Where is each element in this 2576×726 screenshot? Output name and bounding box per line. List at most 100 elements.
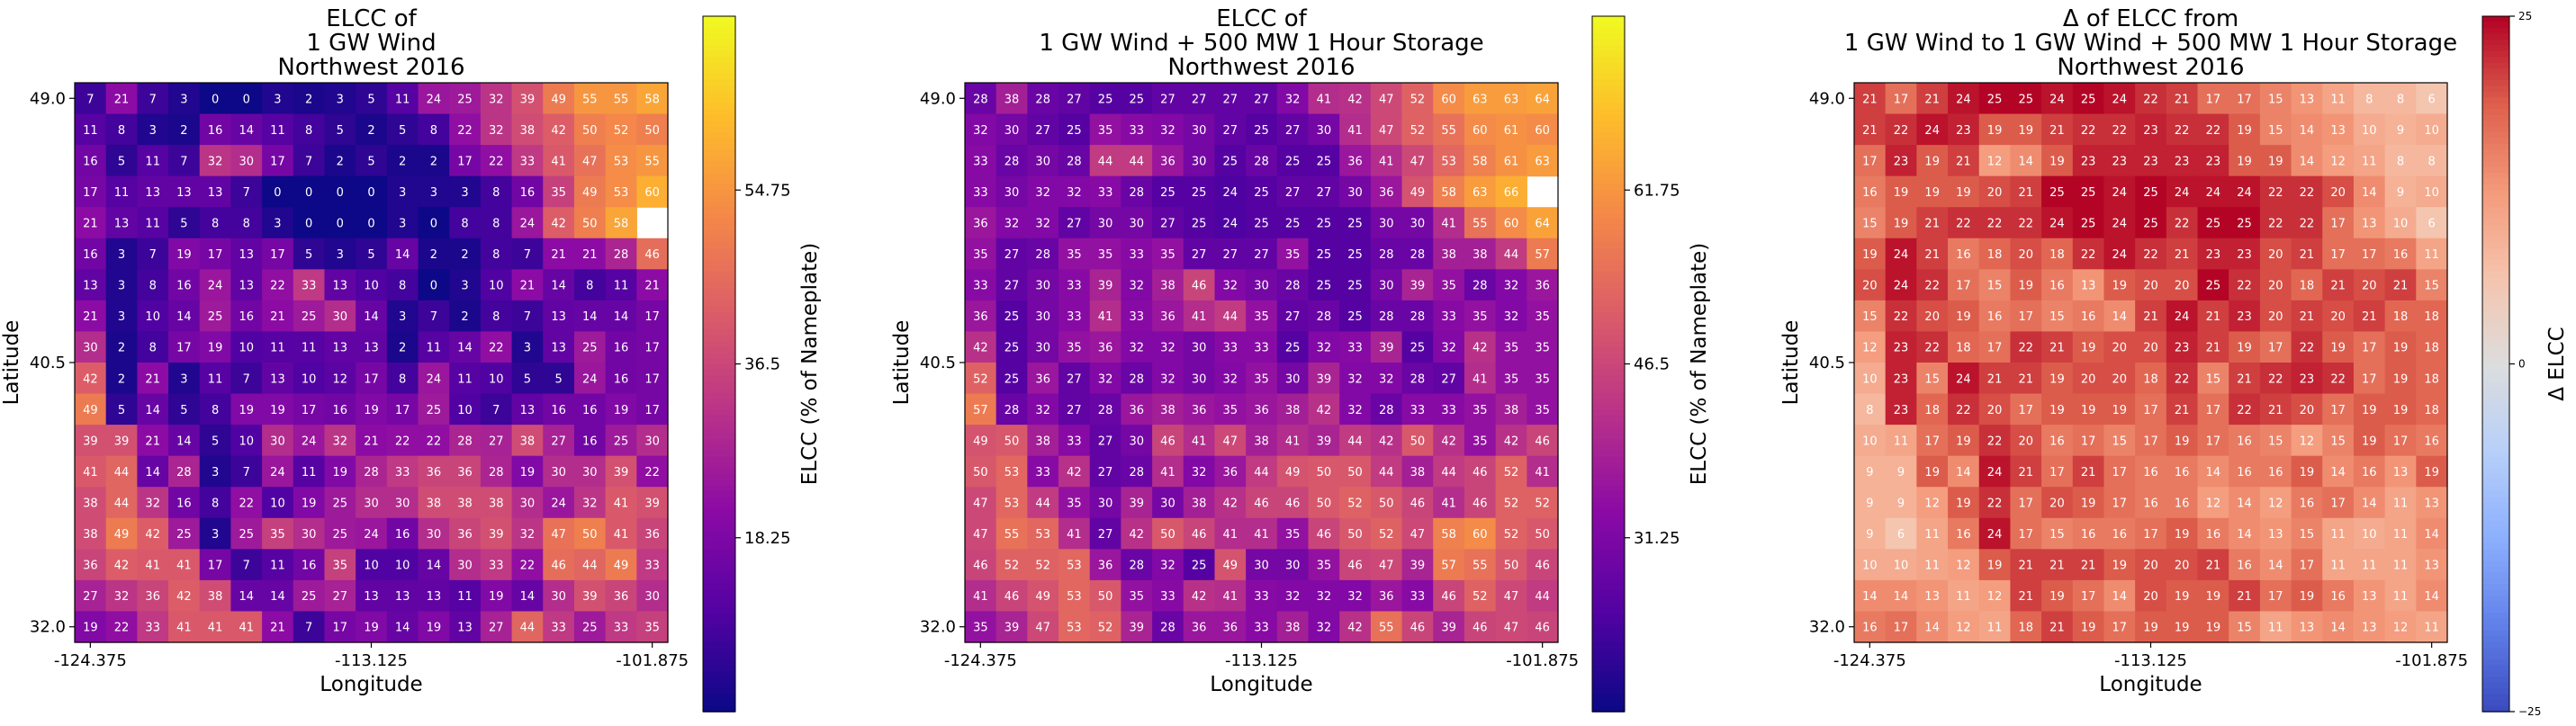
cell-label: 13 — [270, 372, 285, 386]
heatmap-cell — [293, 269, 326, 301]
cell-label: 17 — [2268, 590, 2283, 604]
cell-label: 47 — [1410, 155, 1426, 168]
colorbar-segment — [2482, 67, 2509, 76]
colorbar-segment — [703, 670, 735, 678]
colorbar-segment — [703, 549, 735, 556]
heatmap-cell — [1089, 611, 1122, 643]
cell-label: 16 — [582, 404, 598, 417]
colorbar-segment — [703, 427, 735, 435]
heatmap-cell — [386, 487, 419, 519]
heatmap-cell — [605, 145, 637, 177]
heatmap-cell — [2072, 517, 2105, 550]
heatmap-cell — [356, 269, 388, 301]
cell-label: 35 — [1441, 280, 1456, 293]
cell-label: 21 — [2237, 590, 2252, 604]
heatmap-cell — [2229, 517, 2261, 550]
colorbar-segment — [703, 149, 735, 157]
heatmap-cell — [480, 393, 513, 426]
colorbar-segment — [1592, 705, 1625, 713]
cell-label: 14 — [2112, 590, 2128, 604]
heatmap-cell — [2322, 331, 2355, 363]
cell-label: 52 — [1410, 93, 1426, 106]
cell-label: 36 — [1347, 155, 1363, 168]
cell-label: 22 — [2143, 93, 2158, 106]
cell-label: 41 — [1285, 435, 1301, 448]
heatmap-cell — [1152, 517, 1184, 550]
heatmap-cell — [1089, 455, 1122, 488]
heatmap-cell — [965, 487, 997, 519]
heatmap-cell — [1401, 207, 1434, 239]
cell-label: 24 — [1987, 466, 2003, 480]
cell-label: 10 — [2362, 528, 2377, 542]
cell-label: 35 — [1098, 248, 1113, 262]
heatmap-cell — [1495, 238, 1527, 270]
heatmap-cell — [1308, 487, 1340, 519]
heatmap-cell — [230, 83, 263, 115]
heatmap-cell — [573, 83, 607, 115]
cell-label: 21 — [2018, 590, 2033, 604]
heatmap-cell — [636, 393, 669, 426]
heatmap-cell — [1495, 145, 1527, 177]
cell-label: 7 — [492, 404, 500, 417]
heatmap-cell — [293, 238, 326, 270]
cell-label: 32 — [973, 124, 988, 138]
cell-label: 25 — [1987, 93, 2003, 106]
heatmap-cell — [1152, 145, 1184, 177]
cell-label: 17 — [2300, 560, 2315, 573]
heatmap-cell — [2197, 113, 2229, 146]
colorbar-segment — [1592, 444, 1625, 452]
heatmap-cell — [324, 487, 356, 519]
cell-label: 33 — [145, 622, 160, 635]
heatmap-cell — [480, 579, 513, 613]
cell-label: 24 — [2112, 186, 2128, 200]
heatmap-cell — [2103, 611, 2136, 643]
cell-label: 13 — [2362, 590, 2377, 604]
cell-label: 50 — [1098, 590, 1113, 604]
cell-label: 55 — [1379, 622, 1394, 635]
colorbar-segment — [2482, 323, 2509, 330]
heatmap-cell — [1885, 487, 1917, 519]
cell-label: 52 — [1473, 590, 1488, 604]
cell-label: 41 — [176, 622, 192, 635]
cell-label: 20 — [2300, 404, 2315, 417]
heatmap-cell — [386, 300, 419, 333]
cell-label: 8 — [2365, 93, 2373, 106]
cell-label: 33 — [1067, 435, 1082, 448]
heatmap-cell — [2384, 238, 2417, 270]
heatmap-cell — [2353, 425, 2386, 457]
cell-label: 49 — [551, 93, 566, 106]
heatmap-cell — [1027, 175, 1059, 208]
cell-label: 22 — [2237, 280, 2252, 293]
heatmap-cell — [2197, 145, 2229, 177]
heatmap-cell — [324, 238, 356, 270]
cell-label: 53 — [1004, 466, 1020, 480]
colorbar-segment — [1592, 219, 1625, 226]
heatmap-cell — [1027, 145, 1059, 177]
cell-label: 17 — [2049, 466, 2065, 480]
colorbar-segment — [2482, 85, 2509, 93]
heatmap-cell — [1027, 207, 1059, 239]
cell-label: 19 — [2049, 155, 2065, 168]
cell-label: 19 — [270, 404, 285, 417]
heatmap-cell — [995, 425, 1028, 457]
cell-label: 32 — [1223, 280, 1238, 293]
heatmap-cell — [2041, 393, 2074, 426]
colorbar-segment — [2482, 120, 2509, 128]
cell-label: 17 — [270, 248, 285, 262]
heatmap-cell — [1433, 269, 1465, 301]
heatmap-cell — [137, 300, 169, 333]
colorbar-segment — [1592, 16, 1625, 23]
colorbar-segment — [703, 230, 735, 238]
heatmap-cell — [199, 175, 232, 208]
heatmap-cell — [2103, 425, 2136, 457]
cell-label: 32 — [1285, 590, 1301, 604]
heatmap-cell — [2135, 113, 2167, 146]
cell-label: 13 — [364, 342, 379, 355]
cell-label: 12 — [1862, 342, 1878, 355]
colorbar-segment — [1592, 328, 1625, 336]
cell-label: 17 — [2237, 93, 2252, 106]
colorbar-label: ELCC (% of Nameplate) — [798, 243, 822, 485]
cell-label: 19 — [2081, 622, 2096, 635]
cell-label: 25 — [582, 342, 598, 355]
colorbar-segment — [703, 421, 735, 429]
